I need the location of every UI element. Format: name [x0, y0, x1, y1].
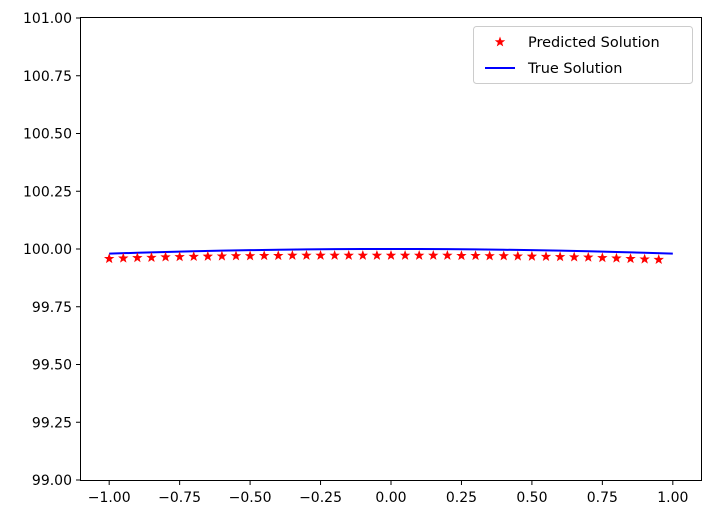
predicted-point	[301, 249, 312, 260]
y-tick-label: 99.25	[32, 415, 72, 431]
x-axis: −1.00 −0.75 −0.50 −0.25 0.00 0.25 0.50 0.75 1.00	[88, 480, 688, 506]
y-tick-label: 99.00	[32, 473, 72, 489]
predicted-point	[371, 249, 383, 260]
x-tick-label: −0.25	[299, 490, 342, 506]
predicted-point	[118, 252, 129, 263]
predicted-point	[456, 250, 467, 261]
predicted-point	[258, 250, 270, 261]
predicted-point	[244, 250, 256, 261]
predicted-point	[512, 250, 524, 261]
predicted-point	[343, 249, 354, 260]
x-tick-label: 0.25	[446, 490, 477, 506]
legend-label-predicted: Predicted Solution	[528, 35, 660, 51]
y-tick-label: 99.50	[32, 358, 72, 374]
predicted-point	[399, 249, 411, 260]
predicted-point	[188, 251, 199, 262]
predicted-point	[357, 249, 369, 260]
y-tick-label: 100.50	[23, 127, 72, 143]
legend: Predicted Solution True Solution	[473, 26, 693, 84]
predicted-point	[287, 249, 298, 260]
predicted-point	[132, 252, 143, 263]
y-axis: 99.00 99.25 99.50 99.75 100.00 100.25 100.50 10…	[23, 11, 81, 489]
x-tick-label: 1.00	[657, 490, 688, 506]
y-tick-label: 100.75	[23, 69, 72, 85]
predicted-point	[611, 252, 622, 263]
y-tick-label: 101.00	[23, 11, 72, 27]
predicted-point	[540, 251, 552, 262]
predicted-point	[498, 250, 509, 261]
legend-marker-predicted	[494, 36, 506, 47]
predicted-point	[103, 253, 115, 264]
true-solution-line	[109, 247, 673, 255]
predicted-point	[653, 254, 664, 265]
predicted-point	[174, 251, 185, 262]
predicted-point	[625, 253, 636, 264]
predicted-point	[413, 249, 425, 260]
predicted-point	[385, 249, 397, 260]
predicted-point	[470, 250, 481, 261]
series-layer	[103, 247, 673, 265]
legend-star-icon	[494, 36, 506, 47]
predicted-point	[273, 250, 284, 261]
y-tick-label: 100.00	[23, 242, 72, 258]
predicted-point	[315, 249, 326, 260]
predicted-point	[202, 250, 214, 261]
predicted-point	[428, 249, 439, 260]
legend-label-true: True Solution	[527, 61, 622, 77]
predicted-point	[329, 249, 340, 260]
predicted-point	[216, 250, 228, 261]
x-tick-label: 0.00	[375, 490, 406, 506]
y-tick-label: 99.75	[32, 300, 72, 316]
predicted-point	[230, 250, 242, 261]
predicted-point	[639, 253, 650, 264]
predicted-point	[484, 250, 495, 261]
x-tick-label: −0.75	[158, 490, 201, 506]
predicted-point	[146, 252, 157, 262]
x-tick-label: 0.50	[516, 490, 547, 506]
predicted-point	[442, 249, 453, 260]
predicted-point	[160, 251, 171, 262]
y-tick-label: 100.25	[23, 184, 72, 200]
predicted-point	[583, 251, 594, 262]
x-tick-label: −0.50	[229, 490, 272, 506]
predicted-point	[526, 250, 538, 261]
predicted-point	[568, 251, 580, 262]
legend-box	[473, 26, 693, 84]
predicted-point	[554, 251, 566, 262]
x-tick-label: −1.00	[88, 490, 131, 506]
x-tick-label: 0.75	[587, 490, 618, 506]
predicted-point	[597, 252, 608, 263]
